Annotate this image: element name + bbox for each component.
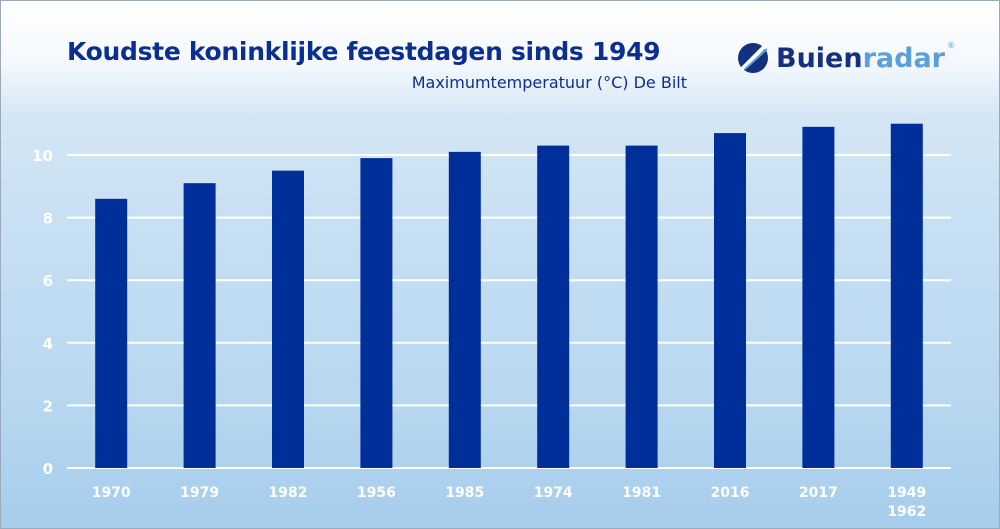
bar [625,145,658,469]
chart-subtitle: Maximumtemperatuur (°C) De Bilt [411,73,687,92]
x-tick-label: 1985 [445,485,484,501]
bar [890,123,923,468]
x-tick-label: 1982 [269,485,308,501]
y-tick-label: 2 [43,397,53,415]
x-tick-label: 1956 [357,485,396,501]
x-tick-label: 2017 [799,485,838,501]
bar [272,170,304,468]
x-tick-label: 1970 [92,485,131,501]
y-tick-label: 8 [43,210,53,228]
y-tick-label: 6 [43,272,53,290]
y-tick-label: 0 [43,460,53,478]
bar [95,198,128,468]
x-tick-label: 1949 [887,485,926,501]
logo-text-radar: radar [862,42,945,74]
y-tick-label: 10 [32,147,53,165]
bar [802,126,835,468]
chart-title: Koudste koninklijke feestdagen sinds 194… [67,37,661,66]
bar [360,158,393,468]
bar [537,145,570,469]
bar [183,183,216,469]
x-tick-label: 1974 [534,485,573,501]
y-tick-label: 4 [43,335,53,353]
buienradar-logo: Buien radar ® [736,41,955,75]
registered-mark: ® [947,41,955,50]
x-tick-label: 1981 [622,485,661,501]
radar-icon [738,43,768,73]
bar [448,151,481,468]
x-tick-label: 2016 [711,485,750,501]
logo-text-buien: Buien [776,42,863,74]
bar [714,133,746,468]
x-tick-label: 1979 [180,485,219,501]
x-tick-label: 1962 [887,504,926,520]
